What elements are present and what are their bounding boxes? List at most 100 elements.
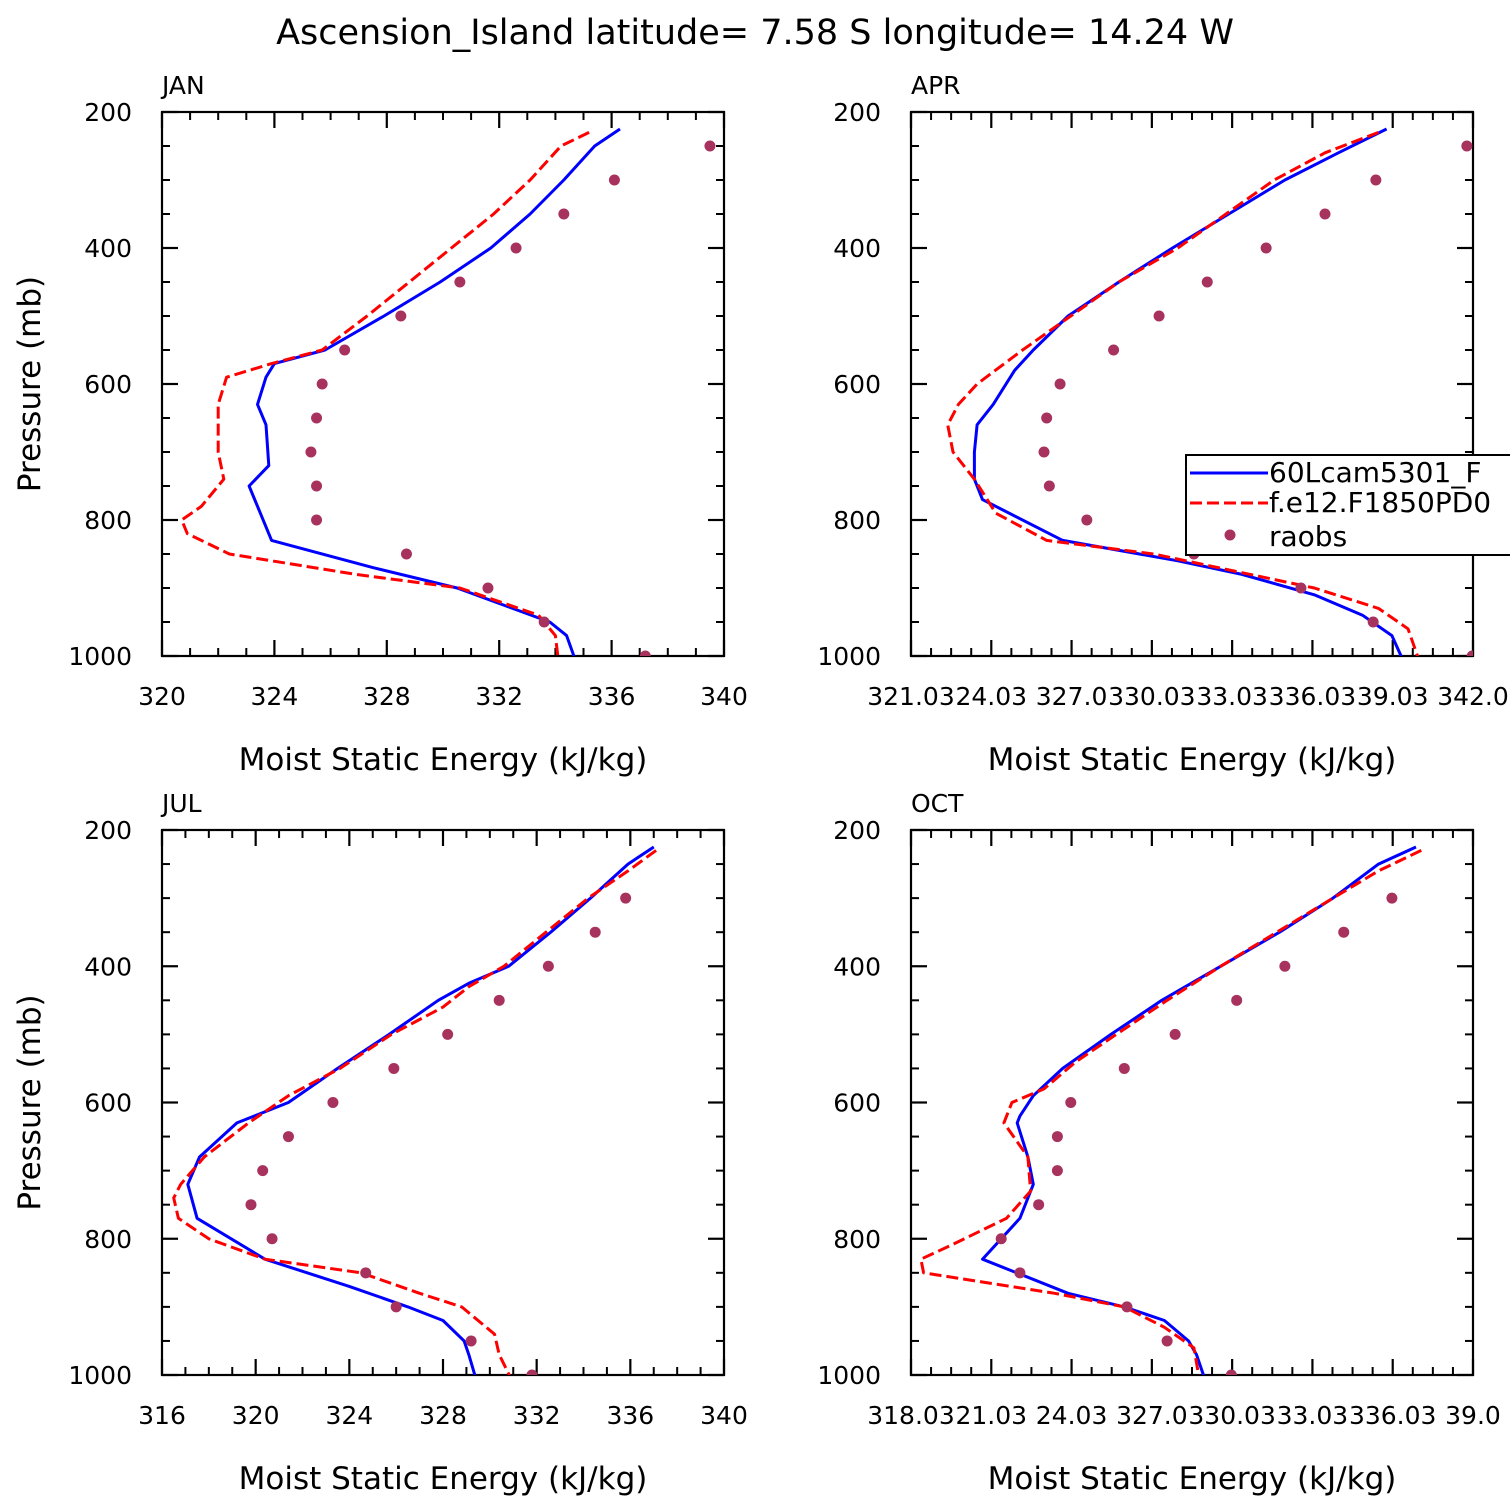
series-line-solid — [186, 845, 655, 1375]
plot-frame — [909, 828, 1475, 1377]
series-line-dashed — [946, 130, 1420, 656]
series-line-dashed — [919, 849, 1422, 1375]
legend-label: raobs — [1269, 520, 1347, 553]
x-tick-label: 336 — [588, 682, 636, 711]
x-tick-label: 39.03 — [1357, 682, 1429, 711]
raobs-point — [1014, 1267, 1026, 1279]
raobs-point — [1201, 276, 1213, 288]
panel-jan: 320 324 328 332 336 340 200 400 600 800 1000 JAN Moi… — [12, 71, 748, 778]
y-tick-label: 800 — [833, 1225, 881, 1254]
raobs-point — [1118, 1062, 1130, 1074]
raobs-point — [266, 1233, 278, 1245]
x-tick-label: 24.03 — [1036, 1401, 1108, 1430]
raobs-point — [538, 616, 550, 628]
raobs-point — [493, 994, 505, 1006]
x-tick-label: 332 — [513, 1401, 561, 1430]
legend-swatch — [1224, 529, 1236, 541]
raobs-point — [311, 412, 323, 424]
raobs-point — [482, 582, 494, 594]
raobs-point — [995, 1233, 1007, 1245]
y-tick-label: 600 — [833, 1089, 881, 1118]
x-tick-label: 340 — [700, 682, 748, 711]
x-tick-label: 342.0 — [1437, 682, 1509, 711]
raobs-point — [442, 1028, 454, 1040]
raobs-point — [1038, 446, 1050, 458]
raobs-point — [311, 480, 323, 492]
x-tick-label: 320 — [138, 682, 186, 711]
y-axis-label: Pressure (mb) — [12, 994, 48, 1210]
raobs-point — [1231, 994, 1243, 1006]
raobs-point — [305, 446, 317, 458]
y-tick-label: 800 — [833, 506, 881, 535]
raobs-point — [395, 310, 407, 322]
raobs-point — [1051, 1131, 1063, 1143]
y-tick-label: 400 — [833, 952, 881, 981]
panel-title: OCT — [911, 789, 964, 818]
y-tick-label: 200 — [833, 98, 881, 127]
raobs-point — [1338, 926, 1350, 938]
y-tick-label: 1000 — [68, 642, 132, 671]
raobs-point — [558, 208, 570, 220]
raobs-point — [1108, 344, 1120, 356]
y-tick-label: 200 — [833, 816, 881, 845]
x-tick-label: 33.03 — [1277, 1401, 1349, 1430]
y-tick-label: 400 — [84, 234, 132, 263]
raobs-point — [1054, 378, 1066, 390]
x-tick-label: 39.0 — [1445, 1401, 1501, 1430]
raobs-point — [510, 242, 522, 254]
x-tick-label: 328 — [363, 682, 411, 711]
x-tick-label: 330.03 — [1108, 682, 1195, 711]
x-tick-label: 324 — [325, 1401, 373, 1430]
x-axis-label: Moist Static Energy (kJ/kg) — [239, 742, 648, 778]
raobs-point — [1051, 1165, 1063, 1177]
raobs-point — [465, 1335, 477, 1347]
raobs-point — [311, 514, 323, 526]
x-tick-label: 332 — [475, 682, 523, 711]
raobs-point — [1043, 480, 1055, 492]
y-tick-label: 800 — [84, 506, 132, 535]
raobs-point — [360, 1267, 372, 1279]
x-tick-label: 327.0 — [1036, 682, 1108, 711]
raobs-point — [704, 140, 716, 152]
x-tick-label: 327.0 — [1116, 1401, 1188, 1430]
figure-title: Ascension_Island latitude= 7.58 S longit… — [276, 13, 1234, 53]
raobs-point — [1153, 310, 1165, 322]
y-tick-label: 800 — [84, 1225, 132, 1254]
plot-frame — [160, 110, 726, 658]
raobs-point — [388, 1062, 400, 1074]
raobs-point — [1370, 174, 1382, 186]
raobs-point — [1319, 208, 1331, 220]
legend-label: f.e12.F1850PD0 — [1269, 486, 1491, 519]
raobs-point — [639, 650, 651, 656]
panel-oct: 318.03 21.03 24.03 327.0 330.03 33.03 336.03 39… — [817, 789, 1500, 1497]
y-tick-label: 400 — [84, 952, 132, 981]
raobs-point — [245, 1199, 257, 1211]
series-line-solid — [981, 845, 1417, 1375]
x-tick-label: 318.03 — [867, 1401, 954, 1430]
raobs-point — [1041, 412, 1053, 424]
y-tick-label: 200 — [84, 816, 132, 845]
raobs-point — [257, 1165, 269, 1177]
x-tick-label: 33.03 — [1196, 682, 1268, 711]
x-axis-label: Moist Static Energy (kJ/kg) — [239, 1461, 648, 1497]
x-tick-label: 328 — [419, 1401, 467, 1430]
plot-frame — [909, 110, 1475, 658]
raobs-point — [1121, 1301, 1133, 1313]
x-tick-label: 336 — [606, 1401, 654, 1430]
series-line-dashed — [180, 131, 590, 656]
raobs-point — [608, 174, 620, 186]
raobs-point — [1279, 960, 1291, 972]
raobs-point — [390, 1301, 402, 1313]
raobs-point — [1386, 892, 1398, 904]
panel-title: JUL — [160, 789, 202, 818]
raobs-point — [1260, 242, 1272, 254]
raobs-point — [316, 378, 328, 390]
raobs-point — [526, 1369, 538, 1375]
panel-apr: 321.03 24.03 327.0 330.03 33.03 336.03 39.03 34… — [817, 71, 1508, 778]
x-tick-label: 336.03 — [1269, 682, 1356, 711]
series-line-dashed — [172, 849, 657, 1375]
raobs-point — [1466, 650, 1473, 656]
raobs-point — [282, 1131, 294, 1143]
y-tick-label: 600 — [84, 370, 132, 399]
